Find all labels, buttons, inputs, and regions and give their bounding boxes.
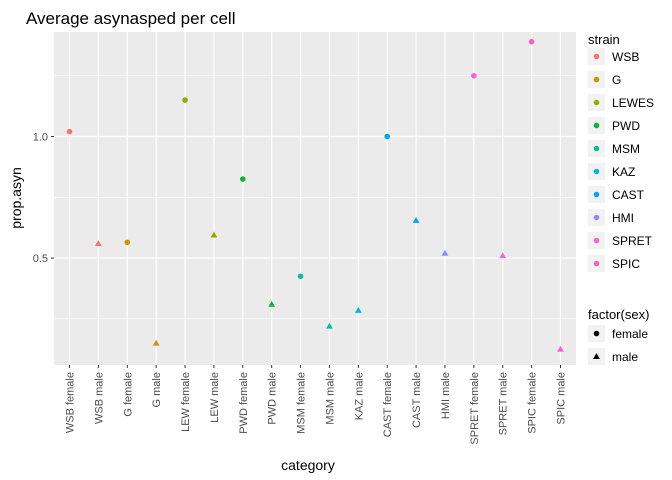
legend-shape [593,330,600,337]
data-point [297,273,304,280]
legend-label: HMI [612,211,634,225]
chart-title: Average asynasped per cell [26,9,236,28]
x-tick-label: PWD male [267,372,279,425]
data-points [66,38,564,352]
legend-swatch [593,145,600,152]
x-tick-label: PWD female [238,372,250,434]
x-tick-label: HMI male [440,372,452,419]
legend-label: KAZ [612,165,635,179]
legend-label: PWD [612,119,640,133]
data-point [239,176,246,182]
x-tick-label: MSM male [324,372,336,425]
data-point [384,133,391,140]
x-tick-label: LEW male [209,372,221,423]
x-tick-label: KAZ male [353,372,365,420]
x-tick-label: SPIC female [527,372,539,434]
legend-swatch [593,76,600,83]
legend-label: female [612,327,648,341]
legend-swatch [593,168,600,175]
y-tick-label: 1.0 [33,132,48,144]
data-point [94,240,102,247]
legend-sex-title: factor(sex) [588,307,649,322]
x-tick-label: SPRET female [469,372,481,445]
legend-label: MSM [612,142,640,156]
legend-label: WSB [612,50,639,64]
x-axis-title: category [281,457,335,473]
data-point [210,231,218,238]
x-tick-label: CAST male [411,372,423,428]
legend-label: LEWES [612,96,654,110]
legend-label: SPIC [612,257,640,271]
legend-label: G [612,73,621,87]
legend-swatch [593,214,600,221]
x-tick-label: WSB male [93,372,105,424]
data-point [528,38,535,45]
x-tick-label: G female [122,372,134,417]
plot-panel [54,32,576,365]
x-tick-label: MSM female [296,372,308,434]
legend-swatch [593,53,600,60]
x-tick-label: G male [151,372,163,407]
data-point [557,345,564,352]
y-axis-title: prop.asyn [8,167,24,228]
legend-shape [593,353,600,360]
legend-swatch [593,191,600,198]
data-point [152,339,160,346]
data-point [499,252,507,259]
legend-swatch [593,99,600,106]
y-axis: 0.5 1.0 [33,132,54,265]
legend-sex: factor(sex) female male [588,307,649,365]
x-tick-label: CAST female [382,372,394,437]
data-point [66,128,73,135]
legend-swatch [593,237,600,244]
legend-strain: strain WSB G LEWES PWD MSM KAZ CAST HMI SPRET SPI… [588,32,654,272]
x-tick-label: SPRET male [498,372,510,435]
x-tick-label: LEW female [180,372,192,432]
legend-label: male [612,350,638,364]
data-point [326,322,333,329]
data-point [412,216,420,223]
x-axis: WSB female WSB male G female G male LEW fema… [65,365,568,445]
legend-swatch [593,122,600,129]
legend-label: CAST [612,188,645,202]
data-point [354,306,362,313]
y-tick-label: 0.5 [33,253,48,265]
legend-label: SPRET [612,234,653,248]
data-point [182,97,188,103]
data-point [471,72,477,79]
legend-swatch [593,260,600,267]
x-tick-label: WSB female [65,372,77,433]
data-point [441,249,449,256]
x-tick-label: SPIC male [556,372,568,425]
grid-lines [54,32,576,365]
data-point [268,300,276,307]
legend-strain-title: strain [588,32,620,47]
data-point [124,239,131,246]
